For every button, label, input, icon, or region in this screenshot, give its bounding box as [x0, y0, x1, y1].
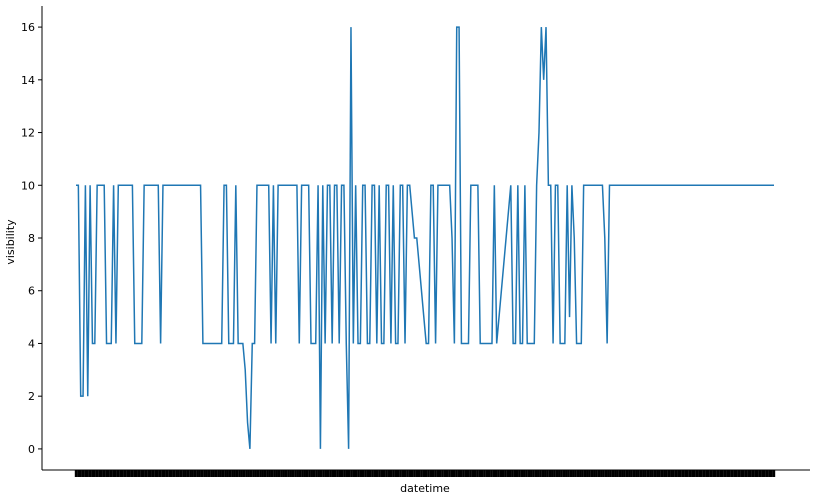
y-tick-label: 8: [28, 232, 35, 245]
y-axis-label: visibility: [4, 219, 17, 265]
x-axis-ticks: [74, 470, 776, 477]
y-tick-label: 6: [28, 285, 35, 298]
y-tick-label: 10: [21, 179, 35, 192]
series-line-visibility: [76, 26, 774, 449]
y-axis-ticks: 0 2 4 6 8 10 12 14 16: [21, 21, 42, 456]
y-tick-label: 2: [28, 390, 35, 403]
y-tick-label: 16: [21, 21, 35, 34]
y-tick-label: 0: [28, 443, 35, 456]
x-axis-label: datetime: [400, 482, 450, 495]
y-tick-label: 12: [21, 127, 35, 140]
y-tick-label: 14: [21, 74, 35, 87]
y-tick-label: 4: [28, 337, 35, 350]
